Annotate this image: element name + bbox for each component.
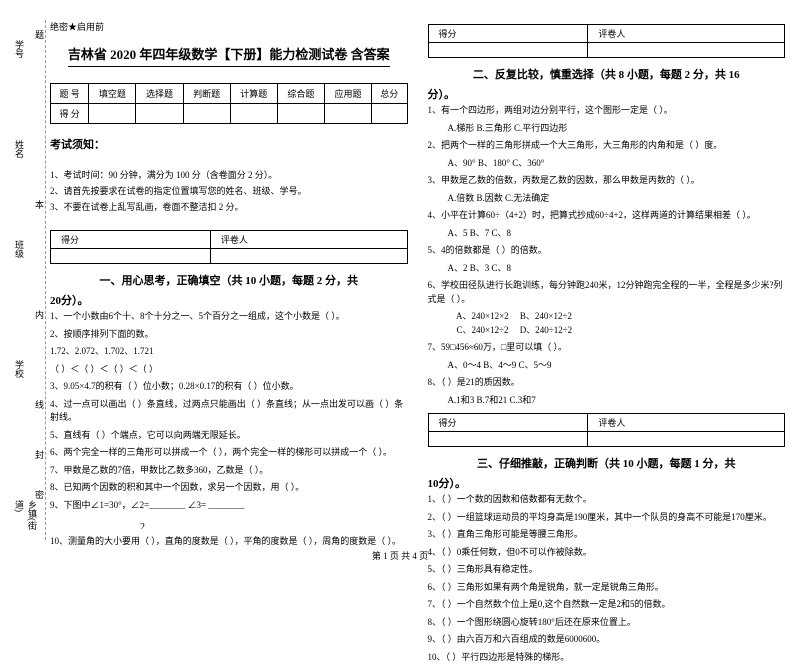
grade-mini-table: 得分评卷人	[428, 413, 786, 447]
question: 7、甲数是乙数的7倍，甲数比乙数多360，乙数是（ ）。	[50, 464, 408, 478]
grade-mini-table: 得分评卷人	[50, 230, 408, 264]
section1-header: 一、用心思考，正确填空（共 10 小题，每题 2 分，共	[50, 272, 408, 288]
question: 5、4的倍数都是（ ）的倍数。	[428, 244, 786, 258]
bind-dash: 封	[33, 450, 46, 459]
options: A、5 B、7 C、8	[448, 227, 786, 241]
section3-cont: 10分）。	[428, 475, 786, 491]
section2-header: 二、反复比较，慎重选择（共 8 小题，每题 2 分，共 16	[428, 66, 786, 82]
bind-label: 学号	[13, 40, 26, 58]
question: 3、（ ）直角三角形可能是等腰三角形。	[428, 528, 786, 542]
options: A.倍数 B.因数 C.无法确定	[448, 192, 786, 206]
question: 10、（ ）平行四边形是特殊的梯形。	[428, 651, 786, 664]
section2-cont: 分）。	[428, 86, 786, 102]
question: 1、一个小数由6个十、8个十分之一、5个百分之一组成，这个小数是（ ）。	[50, 310, 408, 324]
question: 5、直线有（ ）个端点，它可以向两端无限延长。	[50, 429, 408, 443]
question: 1、（ ）一个数的因数和倍数都有无数个。	[428, 493, 786, 507]
question: 3、9.05×4.7的积有（ ）位小数；0.28×0.17的积有（ ）位小数。	[50, 380, 408, 394]
question: 3、甲数是乙数的倍数，丙数是乙数的因数，那么甲数是丙数的（ ）。	[428, 174, 786, 188]
question: 8、已知两个因数的积和其中一个因数，求另一个因数，用（ ）。	[50, 481, 408, 495]
question: 1、有一个四边形，两组对边分别平行，这个图形一定是（ ）。	[428, 104, 786, 118]
options: A.梯形 B.三角形 C.平行四边形	[448, 122, 786, 136]
question: （ ）＜（ ）＜（ ）＜（ ）	[50, 363, 408, 377]
secret-label: 绝密★启用前	[50, 20, 408, 33]
question: 7、（ ）一个自然数个位上是0,这个自然数一定是2和5的倍数。	[428, 598, 786, 612]
notice-item: 3、不要在试卷上乱写乱画，卷面不整洁扣 2 分。	[50, 200, 408, 213]
bind-dash: 题	[33, 30, 46, 39]
section1-cont: 20分）。	[50, 292, 408, 308]
bind-label: 班级	[13, 240, 26, 258]
notice-list: 1、考试时间：90 分钟，满分为 100 分（含卷面分 2 分）。 2、请首先按…	[50, 165, 408, 216]
question: 4、过一点可以画出（ ）条直线，过两点只能画出（ ）条直线；从一点出发可以画（ …	[50, 398, 408, 425]
question: 8、（ ）是21的质因数。	[428, 376, 786, 390]
question: 8、（ ）一个图形绕圆心旋转180°后还在原来位置上。	[428, 616, 786, 630]
question: 10、测量角的大小要用（ ），直角的度数是（ ），平角的度数是（ ），周角的度数…	[50, 535, 408, 549]
left-column: 绝密★启用前 吉林省 2020 年四年级数学【下册】能力检测试卷 含答案 题 号…	[50, 20, 408, 550]
options: A.1和3 B.7和21 C.3和7	[448, 394, 786, 408]
score-table: 题 号 填空题 选择题 判断题 计算题 综合题 应用题 总分 得 分	[50, 83, 408, 124]
question: 1.72、2.072、1.702、1.721	[50, 345, 408, 359]
options: A、90° B、180° C、360°	[448, 157, 786, 171]
question: 2、按顺序排列下面的数。	[50, 328, 408, 342]
right-column: 得分评卷人 二、反复比较，慎重选择（共 8 小题，每题 2 分，共 16 分）。…	[428, 20, 786, 550]
page-content: 绝密★启用前 吉林省 2020 年四年级数学【下册】能力检测试卷 含答案 题 号…	[0, 0, 800, 560]
binding-margin: 学号 姓名 班级 学校 乡镇(街道) 题 本 内 线 封 密	[5, 20, 46, 540]
bind-label: 学校	[13, 360, 26, 378]
bind-dash: 本	[33, 200, 46, 209]
bind-dash: 密	[33, 490, 46, 499]
question: 2、（ ）一组篮球运动员的平均身高是190厘米，其中一个队员的身高不可能是170…	[428, 511, 786, 525]
svg-text:2: 2	[140, 522, 145, 529]
options: A、2 B、3 C、8	[448, 262, 786, 276]
notice-item: 1、考试时间：90 分钟，满分为 100 分（含卷面分 2 分）。	[50, 168, 408, 181]
table-row: 得 分	[51, 104, 408, 124]
question: 6、两个完全一样的三角形可以拼成一个（ ），两个完全一样的梯形可以拼成一个（ ）…	[50, 446, 408, 460]
table-row: 题 号 填空题 选择题 判断题 计算题 综合题 应用题 总分	[51, 84, 408, 104]
question: 9、（ ）由六百万和六百组成的数是6000600。	[428, 633, 786, 647]
question: 4、小平在计算60÷（4+2）时，把算式抄成60÷4+2，这样两道的计算结果相差…	[428, 209, 786, 223]
notice-header: 考试须知：	[50, 136, 408, 152]
exam-title: 吉林省 2020 年四年级数学【下册】能力检测试卷 含答案	[68, 44, 390, 67]
bind-label: 姓名	[13, 140, 26, 158]
question: 6、（ ）三角形如果有两个角是锐角，就一定是锐角三角形。	[428, 581, 786, 595]
angle-diagram: 2 3 1	[70, 518, 190, 529]
bind-dash: 内	[33, 310, 46, 319]
bind-dash: 线	[33, 400, 46, 409]
question: 7、59□456≈60万，□里可以填（ ）。	[428, 341, 786, 355]
page-footer: 第 1 页 共 4 页	[0, 549, 800, 562]
question: 5、（ ）三角形具有稳定性。	[428, 563, 786, 577]
question: 6、学校田径队进行长跑训练，每分钟跑240米，12分钟跑完全程的一半，全程是多少…	[428, 279, 786, 306]
question: 9、下图中∠1=30°，∠2=________ ∠3= ________	[50, 499, 408, 513]
notice-item: 2、请首先按要求在试卷的指定位置填写您的姓名、班级、学号。	[50, 184, 408, 197]
grade-mini-table: 得分评卷人	[428, 24, 786, 58]
section3-header: 三、仔细推敲，正确判断（共 10 小题，每题 1 分，共	[428, 455, 786, 471]
bind-label: 乡镇(街道)	[13, 500, 39, 540]
question: 2、把两个一样的三角形拼成一个大三角形，大三角形的内角和是（ ）度。	[428, 139, 786, 153]
options: A、240×12×2 B、240×12÷2 C、240×12÷2 D、240÷1…	[448, 310, 786, 337]
options: A、0～4 B、4～9 C、5～9	[448, 359, 786, 373]
